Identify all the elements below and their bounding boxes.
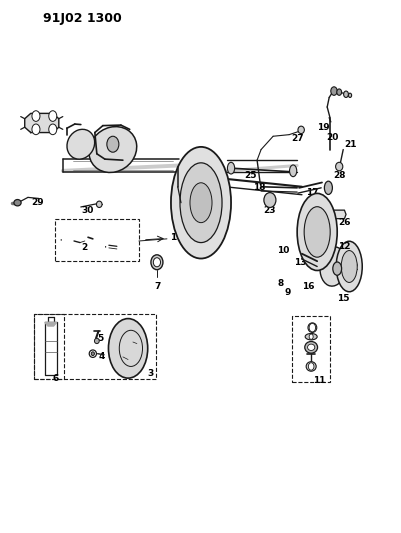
Ellipse shape bbox=[150, 255, 162, 270]
Ellipse shape bbox=[49, 111, 57, 122]
Ellipse shape bbox=[304, 342, 317, 353]
Ellipse shape bbox=[94, 338, 99, 344]
Text: 13: 13 bbox=[294, 259, 306, 267]
Ellipse shape bbox=[91, 352, 94, 356]
Text: 10: 10 bbox=[277, 246, 289, 255]
Ellipse shape bbox=[190, 183, 211, 223]
Text: 17: 17 bbox=[305, 188, 318, 197]
Text: 8: 8 bbox=[277, 279, 284, 288]
Ellipse shape bbox=[227, 163, 234, 174]
Ellipse shape bbox=[67, 130, 94, 159]
Text: 25: 25 bbox=[244, 171, 256, 180]
Text: 27: 27 bbox=[291, 134, 304, 143]
Ellipse shape bbox=[330, 87, 336, 95]
Text: 30: 30 bbox=[82, 206, 94, 215]
Text: 5: 5 bbox=[97, 334, 103, 343]
Ellipse shape bbox=[49, 124, 57, 135]
Text: 3: 3 bbox=[148, 369, 154, 378]
Ellipse shape bbox=[348, 93, 351, 98]
Ellipse shape bbox=[307, 344, 314, 351]
Ellipse shape bbox=[89, 127, 136, 173]
Ellipse shape bbox=[343, 91, 348, 98]
Text: 22: 22 bbox=[345, 263, 358, 272]
Polygon shape bbox=[45, 322, 57, 326]
Text: 7: 7 bbox=[154, 281, 160, 290]
Ellipse shape bbox=[108, 319, 147, 378]
Polygon shape bbox=[318, 210, 345, 219]
Text: 4: 4 bbox=[98, 352, 105, 361]
Text: 2: 2 bbox=[81, 244, 88, 253]
Text: 1: 1 bbox=[169, 233, 176, 242]
Text: 11: 11 bbox=[312, 376, 325, 385]
Ellipse shape bbox=[324, 181, 332, 195]
Text: 15: 15 bbox=[336, 294, 348, 303]
Polygon shape bbox=[25, 114, 59, 133]
Ellipse shape bbox=[308, 324, 315, 332]
Text: 18: 18 bbox=[252, 183, 265, 192]
Text: 26: 26 bbox=[337, 219, 350, 228]
Text: 9: 9 bbox=[284, 287, 290, 296]
Ellipse shape bbox=[96, 201, 102, 207]
Ellipse shape bbox=[336, 89, 341, 95]
Ellipse shape bbox=[297, 126, 304, 134]
Text: 20: 20 bbox=[325, 133, 338, 142]
Text: 12: 12 bbox=[337, 242, 350, 251]
Ellipse shape bbox=[153, 258, 160, 266]
Ellipse shape bbox=[340, 251, 356, 282]
Text: 23: 23 bbox=[263, 206, 275, 215]
Text: 21: 21 bbox=[343, 140, 355, 149]
Ellipse shape bbox=[296, 193, 336, 270]
Ellipse shape bbox=[107, 136, 119, 152]
Ellipse shape bbox=[335, 241, 361, 292]
Ellipse shape bbox=[180, 163, 221, 243]
Text: 16: 16 bbox=[302, 282, 314, 291]
Ellipse shape bbox=[319, 247, 346, 286]
Text: 28: 28 bbox=[332, 171, 344, 180]
Ellipse shape bbox=[170, 147, 231, 259]
Ellipse shape bbox=[304, 207, 329, 257]
Text: X10: X10 bbox=[115, 351, 133, 360]
Ellipse shape bbox=[306, 362, 316, 371]
Text: 19: 19 bbox=[316, 123, 329, 132]
Text: 6: 6 bbox=[53, 374, 59, 383]
Ellipse shape bbox=[32, 111, 40, 122]
Ellipse shape bbox=[335, 163, 342, 171]
Ellipse shape bbox=[32, 124, 40, 135]
Ellipse shape bbox=[308, 334, 312, 340]
Ellipse shape bbox=[332, 262, 341, 275]
Text: 91J02 1300: 91J02 1300 bbox=[43, 12, 121, 25]
Ellipse shape bbox=[304, 334, 316, 340]
Ellipse shape bbox=[289, 165, 296, 176]
Text: 24: 24 bbox=[312, 219, 325, 228]
Ellipse shape bbox=[14, 199, 21, 206]
Text: 14: 14 bbox=[304, 237, 317, 246]
Ellipse shape bbox=[308, 363, 313, 370]
Ellipse shape bbox=[307, 323, 316, 333]
Ellipse shape bbox=[263, 192, 275, 207]
Text: 29: 29 bbox=[31, 198, 44, 207]
